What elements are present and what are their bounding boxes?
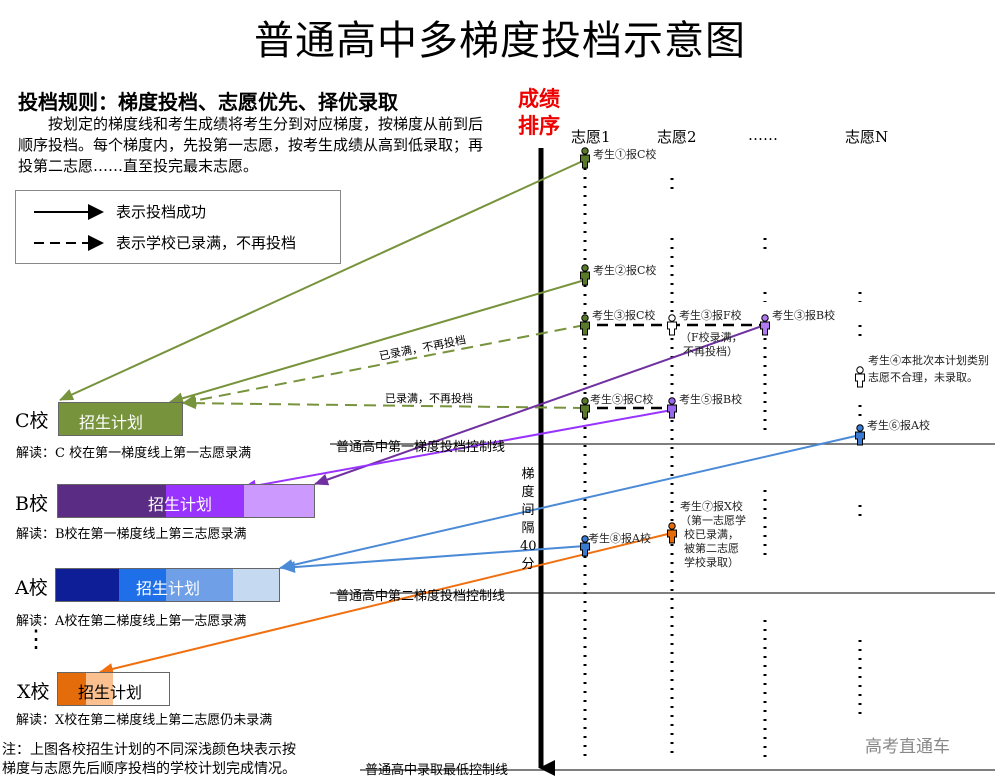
school-c-interp: 解读：C 校在第一梯度线上第一志愿录满 xyxy=(16,446,252,461)
person-icon xyxy=(667,397,677,419)
candidate-3f-note-2: 不再投档） xyxy=(683,344,738,358)
arrow-c7-to-x xyxy=(99,532,673,675)
plan-segment xyxy=(58,485,166,517)
candidate-1-label: 考生①报C校 xyxy=(593,147,656,161)
arrow-c2-to-c xyxy=(169,279,586,405)
candidate-8-label: 考生⑧报A校 xyxy=(588,531,651,545)
person-icon xyxy=(855,366,865,388)
plan-segment xyxy=(113,673,169,705)
candidate-7-label-1: 考生⑦报X校 xyxy=(680,499,743,513)
first-gradient-line-label: 普通高中第一梯度投档控制线 xyxy=(336,440,506,455)
plan-segment xyxy=(59,403,182,435)
person-icon xyxy=(580,314,590,336)
candidate-7-label-4: 被第二志愿 xyxy=(684,541,739,555)
school-b-name: B校 xyxy=(15,493,48,515)
candidate-7-label-3: 校已录满， xyxy=(684,527,739,541)
candidate-4-label-2: 志愿不合理，未录取。 xyxy=(868,370,978,384)
candidate-7-label-5: 学校录取） xyxy=(684,555,739,569)
person-icon xyxy=(580,147,590,169)
school-b-plan-bar: 招生计划 xyxy=(57,484,315,518)
plan-segment xyxy=(119,569,166,601)
arrow-c1-to-c xyxy=(59,159,586,401)
plan-segment xyxy=(58,673,86,705)
plan-label: 招生计划 xyxy=(78,683,143,702)
school-a-interp: 解读：A校在第二梯度线上第一志愿录满 xyxy=(16,614,247,629)
candidate-2-label: 考生②报C校 xyxy=(593,263,656,277)
school-a-plan-bar: 招生计划 xyxy=(55,568,280,602)
plan-label: 招生计划 xyxy=(136,579,201,598)
plan-label: 招生计划 xyxy=(79,413,144,432)
watermark: 高考直通车 xyxy=(865,737,950,757)
candidate-6-label: 考生⑥报A校 xyxy=(867,418,930,432)
school-a-name: A校 xyxy=(15,577,48,599)
school-x-name: X校 xyxy=(17,681,50,703)
legend-dashed-label: 表示学校已录满，不再投档 xyxy=(116,234,297,252)
school-b-interp: 解读：B校在第一梯度线上第三志愿录满 xyxy=(16,527,247,542)
second-gradient-line-label: 普通高中第二梯度投档控制线 xyxy=(336,589,506,604)
candidate-3b-label: 考生③报B校 xyxy=(772,308,835,322)
rules-heading: 投档规则：梯度投档、志愿优先、择优录取 xyxy=(18,90,398,114)
footnote: 注：上图各校招生计划的不同深浅颜色块表示按 梯度与志愿先后顺序投档的学校计划完成… xyxy=(2,741,296,779)
plan-segment xyxy=(244,485,314,517)
plan-segment xyxy=(166,569,233,601)
candidate-7-label-2: （第一志愿学 xyxy=(680,513,746,527)
minimum-line-label: 普通高中录取最低控制线 xyxy=(365,763,509,778)
legend: 表示投档成功 表示学校已录满，不再投档 xyxy=(15,190,341,264)
arrow-c3-to-b xyxy=(314,324,766,486)
person-icon xyxy=(580,264,590,286)
rules-body: 按划定的梯度线和考生成绩将考生分到对应梯度，按梯度从前到后顺序投档。每个梯度内，… xyxy=(18,115,484,175)
column-header-n: 志愿N xyxy=(845,128,889,146)
plan-segment xyxy=(233,569,279,601)
footnote-line-1: 注：上图各校招生计划的不同深浅颜色块表示按 xyxy=(2,742,296,758)
plan-label: 招生计划 xyxy=(148,495,213,514)
rank-label: 成绩排序 xyxy=(518,87,560,138)
column-header-1: 志愿1 xyxy=(571,128,611,146)
column-dotted-lines xyxy=(583,168,862,760)
plan-segment xyxy=(56,569,119,601)
school-x-plan-bar: 招生计划 xyxy=(57,672,170,706)
full-label-2: 已录满，不再投档 xyxy=(385,391,473,405)
arrow-c6-to-a xyxy=(279,434,861,571)
person-icon xyxy=(667,314,677,336)
arrow-c8-to-a xyxy=(281,545,586,574)
plan-segment xyxy=(86,673,113,705)
candidate-3f-label: 考生③报F校 xyxy=(679,308,742,322)
candidate-3c-label: 考生③报C校 xyxy=(592,308,655,322)
person-icon xyxy=(580,397,590,419)
footnote-line-2: 梯度与志愿先后顺序投档的学校计划完成情况。 xyxy=(2,761,296,777)
column-header-ellipsis: …… xyxy=(748,126,778,144)
dashed-arrow-c3-to-c xyxy=(182,324,586,407)
legend-arrows xyxy=(34,204,104,251)
plan-segment xyxy=(166,485,244,517)
column-header-2: 志愿2 xyxy=(657,128,697,146)
legend-solid-label: 表示投档成功 xyxy=(116,203,207,221)
school-c-name: C校 xyxy=(15,410,49,432)
school-x-interp: 解读：X校在第二梯度线上第二志愿仍未录满 xyxy=(16,713,273,728)
more-schools-ellipsis: ⋮ xyxy=(24,625,48,653)
school-c-plan-bar: 招生计划 xyxy=(58,402,183,436)
person-icon xyxy=(855,424,865,446)
candidate-5c-label: 考生⑤报C校 xyxy=(590,392,653,406)
arrow-c5-to-b xyxy=(242,409,673,492)
candidate-3f-note-1: （F校录满， xyxy=(680,330,743,344)
page-title: 普通高中多梯度投档示意图 xyxy=(254,18,746,64)
person-icon xyxy=(667,522,677,544)
candidate-5b-label: 考生⑤报B校 xyxy=(679,392,742,406)
person-icon xyxy=(760,314,770,336)
gradient-gap-label: 梯度间隔40分 xyxy=(520,467,537,572)
candidate-4-label-1: 考生④本批次本计划类别 xyxy=(868,353,989,367)
dashed-arrow-c5-to-c xyxy=(182,397,586,410)
